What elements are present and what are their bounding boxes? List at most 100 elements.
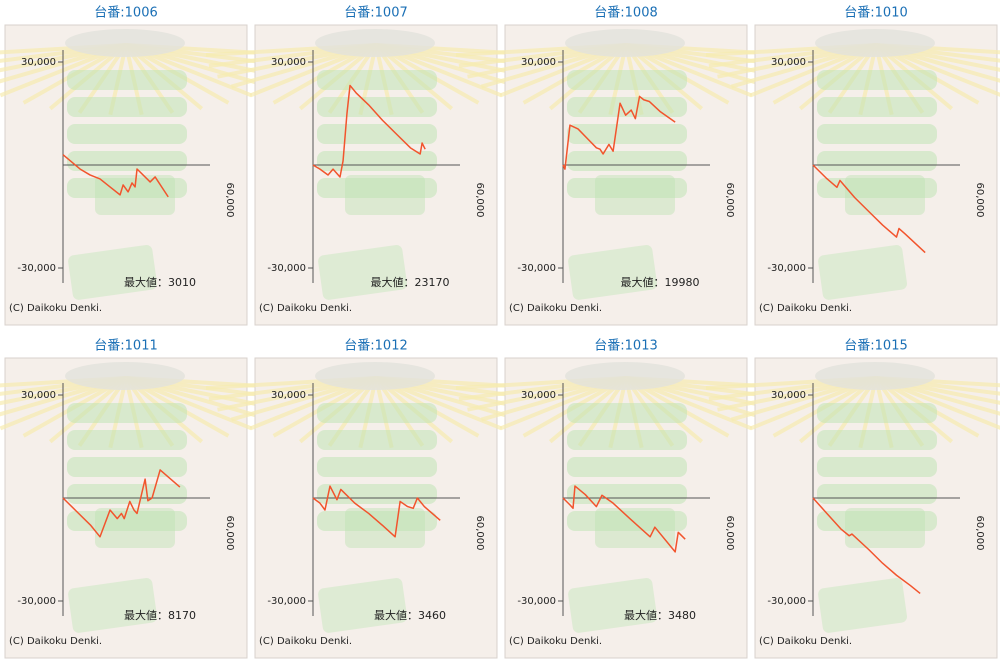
decor-tray	[67, 178, 187, 198]
decor-box	[318, 245, 408, 300]
data-line	[562, 485, 686, 553]
chart-title: 台番:1013	[594, 339, 657, 354]
copyright: (C) Daikoku Denki.	[509, 303, 602, 314]
decor-tray	[567, 151, 687, 171]
max-annotation: 最大値：3480	[624, 608, 696, 622]
chart-panel: 台番:1012 30,000 -30,000 60,000 最大値：3460 (C) Da…	[205, 339, 547, 659]
chart-panel: 台番:1011 30,000 -30,000 60,000 最大値：8170 (C) Da…	[0, 339, 297, 659]
decor-tray	[817, 151, 937, 171]
y-tick-label: 30,000	[771, 390, 806, 401]
decor-tray	[317, 178, 437, 198]
chart-title: 台番:1011	[94, 339, 157, 354]
decor-tray	[67, 457, 187, 477]
y-tick-label: -30,000	[267, 596, 306, 607]
max-annotation: 最大値：3460	[374, 608, 446, 622]
y-tick-label: 30,000	[521, 57, 556, 68]
x-tick-label: 60,000	[224, 183, 235, 218]
x-tick-label: 60,000	[974, 183, 985, 218]
decor-tray	[67, 124, 187, 144]
decor-tray	[567, 403, 687, 423]
y-tick-label: 30,000	[271, 390, 306, 401]
decor-tray	[567, 430, 687, 450]
x-tick-label: 60,000	[474, 183, 485, 218]
decor-top	[565, 29, 685, 57]
x-tick-label: 60,000	[724, 183, 735, 218]
decor-tray	[567, 484, 687, 504]
max-annotation: 最大値：23170	[371, 275, 450, 289]
decor-tray	[567, 511, 687, 531]
decor-top	[65, 29, 185, 57]
y-tick-label: -30,000	[267, 263, 306, 274]
decor-base	[845, 175, 925, 215]
decor-box	[818, 245, 908, 300]
decor-tray	[67, 403, 187, 423]
decor-base	[845, 508, 925, 548]
decor-tray	[567, 124, 687, 144]
copyright: (C) Daikoku Denki.	[9, 636, 102, 647]
decor-top	[815, 362, 935, 390]
copyright: (C) Daikoku Denki.	[759, 636, 852, 647]
decor-tray	[67, 511, 187, 531]
y-tick-label: -30,000	[17, 263, 56, 274]
decor-top	[65, 362, 185, 390]
y-tick-label: -30,000	[767, 596, 806, 607]
decor-tray	[67, 70, 187, 90]
decor-tray	[567, 97, 687, 117]
decor-box	[568, 245, 658, 300]
chart-title: 台番:1006	[94, 6, 157, 21]
decor-tray	[817, 124, 937, 144]
decor-tray	[317, 430, 437, 450]
decor-base	[345, 175, 425, 215]
decor-tray	[567, 457, 687, 477]
decor-tray	[317, 457, 437, 477]
decor-top	[815, 29, 935, 57]
decor-base	[95, 508, 175, 548]
decor-box	[68, 245, 158, 300]
decor-top	[315, 362, 435, 390]
y-tick-label: -30,000	[517, 263, 556, 274]
decor-tray	[317, 124, 437, 144]
y-tick-label: -30,000	[767, 263, 806, 274]
decor-tray	[817, 430, 937, 450]
chart-title: 台番:1015	[844, 339, 907, 354]
decor-tray	[317, 151, 437, 171]
data-line	[312, 485, 441, 538]
chart-title: 台番:1012	[344, 339, 407, 354]
chart-panel: 台番:1010 30,000 -30,000 60,000 (C) Daikoku De…	[705, 6, 1000, 326]
data-line	[312, 84, 426, 178]
decor-box	[568, 578, 658, 633]
decor-top	[565, 362, 685, 390]
y-tick-label: 30,000	[521, 390, 556, 401]
chart-panel: 台番:1008 30,000 -30,000 60,000 最大値：19980 (C) D…	[455, 6, 797, 326]
y-tick-label: 30,000	[771, 57, 806, 68]
chart-panel: 台番:1013 30,000 -30,000 60,000 最大値：3480 (C) Da…	[455, 339, 797, 659]
decor-tray	[817, 178, 937, 198]
copyright: (C) Daikoku Denki.	[9, 303, 102, 314]
decor-tray	[67, 97, 187, 117]
decor-box	[68, 578, 158, 633]
chart-title: 台番:1007	[344, 6, 407, 21]
x-tick-label: 60,000	[224, 516, 235, 551]
data-line	[62, 469, 181, 538]
decor-tray	[817, 484, 937, 504]
decor-base	[95, 175, 175, 215]
decor-tray	[567, 70, 687, 90]
copyright: (C) Daikoku Denki.	[259, 303, 352, 314]
decor-tray	[67, 484, 187, 504]
x-tick-label: 60,000	[474, 516, 485, 551]
max-annotation: 最大値：8170	[124, 608, 196, 622]
decor-base	[595, 508, 675, 548]
chart-title: 台番:1010	[844, 6, 907, 21]
decor-tray	[67, 430, 187, 450]
data-line	[62, 154, 169, 198]
decor-tray	[817, 97, 937, 117]
decor-box	[318, 578, 408, 633]
decor-tray	[817, 457, 937, 477]
chart-title: 台番:1008	[594, 6, 657, 21]
decor-base	[595, 175, 675, 215]
x-tick-label: 60,000	[724, 516, 735, 551]
data-line	[812, 164, 926, 254]
data-line	[562, 95, 676, 170]
decor-tray	[317, 70, 437, 90]
